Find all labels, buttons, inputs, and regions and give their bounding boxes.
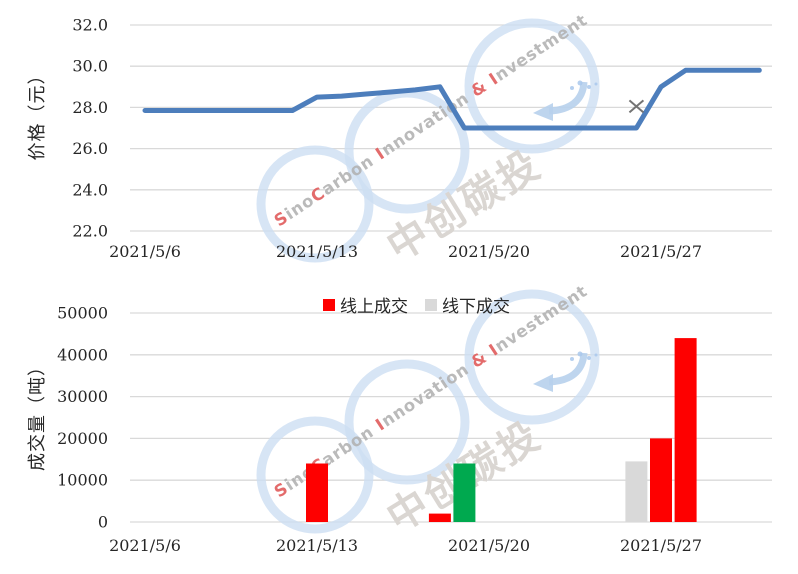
offline-legend-swatch [425,298,437,311]
svg-text:2021/5/6: 2021/5/6 [109,536,181,555]
svg-text:28.0: 28.0 [72,98,108,117]
price-gridlines [130,24,772,232]
svg-text:50000: 50000 [57,304,108,323]
bar-2021-5-27 [650,438,672,522]
price-xtick-labels: 2021/5/6 2021/5/13 2021/5/20 2021/5/27 [109,242,702,261]
volume-legend: 线上成交 线下成交 [323,292,510,317]
svg-text:2021/5/13: 2021/5/13 [276,242,358,261]
volume-bars [306,338,697,522]
price-axis-title: 价格（元） [27,65,48,161]
watermark-brand-text: SinoCarbon Innovation & Investment [271,281,591,501]
legend-item-offline: 线下成交 [425,292,510,317]
volume-xtick-labels: 2021/5/6 2021/5/13 2021/5/20 2021/5/27 [109,536,702,555]
svg-text:10000: 10000 [57,471,108,490]
svg-text:32.0: 32.0 [72,16,108,35]
volume-ytick-labels: 0 10000 20000 30000 40000 50000 [57,304,108,532]
bar-2021-5-28 [674,338,697,522]
svg-text:26.0: 26.0 [72,139,108,158]
svg-text:2021/5/20: 2021/5/20 [448,536,530,555]
price-x-marker [628,99,645,114]
svg-text:22.0: 22.0 [72,222,108,241]
svg-text:0: 0 [98,513,108,532]
svg-text:20000: 20000 [57,429,108,448]
legend-item-online: 线上成交 [323,292,408,317]
bar-2021-5-18 [428,513,451,522]
watermark-brand-text: SinoCarbon Innovation & Investment [271,10,591,230]
svg-text:2021/5/6: 2021/5/6 [109,242,181,261]
svg-text:2021/5/20: 2021/5/20 [448,242,530,261]
volume-axis-title: 成交量（吨） [27,357,48,471]
svg-text:30000: 30000 [57,387,108,406]
bar-2021-5-19 [453,463,476,522]
svg-text:40000: 40000 [57,345,108,364]
price-ytick-labels: 22.0 24.0 26.0 28.0 30.0 32.0 [72,16,108,241]
svg-text:2021/5/27: 2021/5/27 [620,536,702,555]
offline-legend-label: 线下成交 [442,297,510,317]
online-legend-label: 线上成交 [340,297,408,317]
price-line [142,67,762,131]
bar-2021-5-13 [306,463,328,522]
svg-text:2021/5/27: 2021/5/27 [620,242,702,261]
svg-text:24.0: 24.0 [72,180,108,199]
svg-text:30.0: 30.0 [72,57,108,76]
svg-text:2021/5/13: 2021/5/13 [276,536,358,555]
bar-2021-5-26 [625,461,648,522]
online-legend-swatch [323,298,335,311]
